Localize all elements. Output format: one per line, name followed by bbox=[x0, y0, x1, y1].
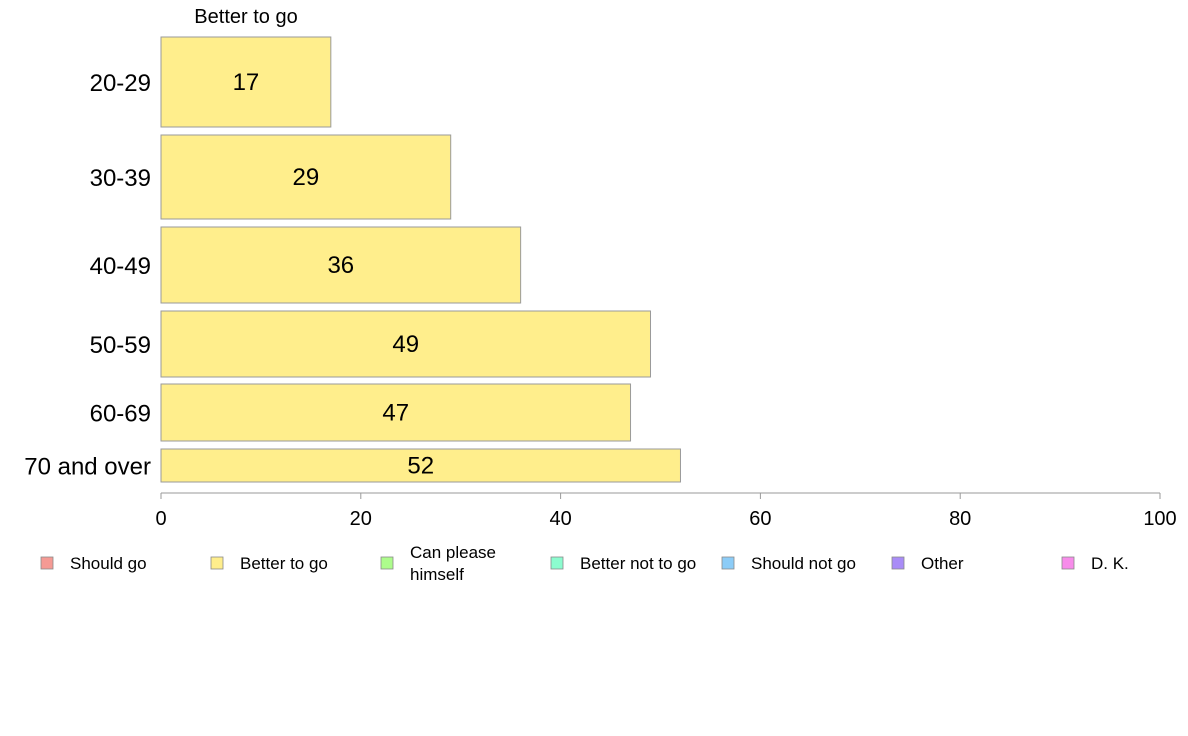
bar-30-39 bbox=[160, 134, 452, 220]
legend-swatch bbox=[721, 556, 735, 570]
x-tick-label: 80 bbox=[949, 508, 971, 530]
legend-label: Can please himself bbox=[410, 543, 496, 584]
data-label: 52 bbox=[407, 453, 434, 480]
category-label: 40-49 bbox=[90, 253, 151, 280]
legend-label: Should not go bbox=[751, 554, 856, 573]
category-label: 20-29 bbox=[90, 70, 151, 97]
legend-swatch bbox=[380, 556, 394, 570]
legend-swatch bbox=[891, 556, 905, 570]
x-axis: 0 20 40 60 80 100 bbox=[155, 492, 1177, 530]
category-label: 70 and over bbox=[24, 454, 151, 481]
legend: Should go Better to go Can please himself Be… bbox=[40, 543, 1129, 584]
bar-20-29 bbox=[160, 36, 332, 128]
data-label: 17 bbox=[233, 69, 260, 96]
category-label: 60-69 bbox=[90, 401, 151, 428]
data-label: 47 bbox=[382, 400, 409, 427]
x-tick-label: 20 bbox=[350, 508, 372, 530]
legend-label: Better to go bbox=[240, 554, 328, 573]
legend-swatch bbox=[210, 556, 224, 570]
category-label: 30-39 bbox=[90, 165, 151, 192]
legend-label: D. K. bbox=[1091, 554, 1129, 573]
data-label: 36 bbox=[327, 252, 354, 279]
category-label: 50-59 bbox=[90, 332, 151, 359]
bar-40-49 bbox=[160, 226, 522, 304]
category-labels: 20-29 30-39 40-49 50-59 60-69 70 and over bbox=[24, 70, 151, 481]
data-label: 29 bbox=[293, 164, 320, 191]
data-label: 49 bbox=[392, 331, 419, 358]
x-tick-label: 40 bbox=[549, 508, 571, 530]
bar-60-69 bbox=[160, 383, 632, 442]
bar-70-and-over bbox=[160, 448, 681, 483]
legend-swatch bbox=[40, 556, 54, 570]
legend-label: Better not to go bbox=[580, 554, 696, 573]
legend-swatch bbox=[1061, 556, 1075, 570]
x-tick-label: 60 bbox=[749, 508, 771, 530]
legend-swatch bbox=[550, 556, 564, 570]
x-tick-label: 0 bbox=[155, 508, 166, 530]
bars-group: 17 29 36 49 47 52 bbox=[160, 36, 681, 483]
legend-label: Other bbox=[921, 554, 964, 573]
legend-label: Should go bbox=[70, 554, 147, 573]
x-tick-label: 100 bbox=[1143, 508, 1176, 530]
bar-50-59 bbox=[160, 310, 652, 378]
series-title: Better to go bbox=[194, 6, 297, 28]
